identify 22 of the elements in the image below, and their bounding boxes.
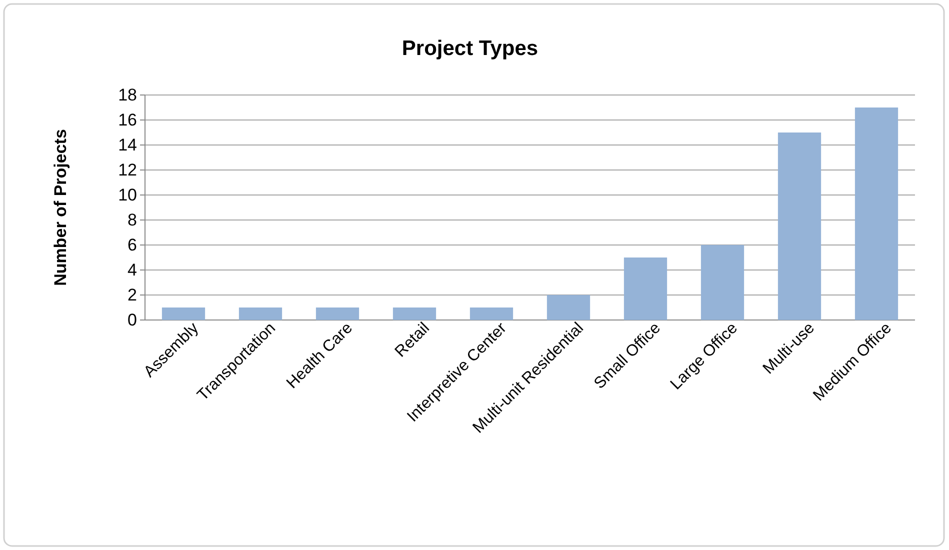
- chart-title: Project Types: [402, 37, 538, 60]
- bar: [624, 258, 668, 320]
- y-tick-label: 8: [128, 210, 137, 230]
- y-tick-label: 12: [118, 160, 137, 180]
- bar: [470, 308, 514, 320]
- bar: [778, 132, 822, 320]
- y-tick-label: 16: [118, 110, 137, 130]
- y-tick-label: 2: [128, 285, 137, 304]
- bar: [392, 308, 436, 320]
- bar: [854, 108, 898, 320]
- y-tick-label: 18: [118, 85, 137, 104]
- bar: [316, 308, 360, 320]
- bar: [162, 308, 206, 320]
- y-axis-title: Number of Projects: [51, 129, 70, 286]
- y-tick-label: 10: [118, 185, 137, 204]
- y-tick-label: 0: [128, 310, 137, 330]
- y-tick-label: 4: [128, 260, 137, 280]
- bar: [546, 295, 590, 320]
- bar: [700, 245, 744, 320]
- bar: [238, 308, 282, 320]
- y-tick-label: 14: [118, 135, 137, 154]
- y-tick-label: 6: [128, 235, 137, 254]
